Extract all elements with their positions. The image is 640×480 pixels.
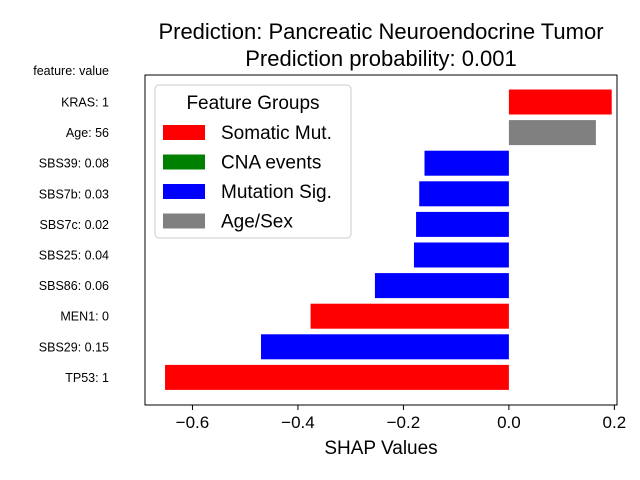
legend: Feature Groups Somatic Mut. CNA events Mut…: [154, 84, 352, 239]
y-tick-label-tp53-1: TP53: 1: [65, 371, 109, 385]
bar-kras-1: [508, 89, 612, 115]
y-tick-label-men1-0: MEN1: 0: [60, 310, 109, 324]
x-axis-label: SHAP Values: [324, 438, 437, 459]
legend-swatch-age-sex: [163, 213, 205, 229]
legend-label-age-sex: Age/Sex: [221, 212, 293, 233]
y-tick-label-age-56: Age: 56: [66, 126, 109, 140]
y-tick-label-sbs86-0-06: SBS86: 0.06: [39, 279, 109, 293]
y-tick-label-sbs25-0-04: SBS25: 0.04: [39, 249, 109, 263]
bar-sbs7c-0-02: [416, 211, 509, 237]
legend-swatch-mutation-sig: [163, 184, 205, 199]
y-tick-label-sbs39-0-08: SBS39: 0.08: [39, 157, 109, 171]
legend-box: [154, 84, 352, 239]
bar-men1-0: [310, 303, 509, 329]
x-tick-label: −0.4: [281, 413, 315, 432]
legend-label-mutation-sig: Mutation Sig.: [221, 182, 332, 203]
y-tick-label-sbs7b-0-03: SBS7b: 0.03: [39, 187, 109, 201]
bar-sbs25-0-04: [413, 242, 509, 268]
x-ticks: −0.6 −0.4 −0.2 0.0 0.2: [176, 405, 627, 432]
x-tick-label: −0.2: [387, 413, 421, 432]
bar-sbs86-0-06: [374, 273, 509, 299]
bars-group: [165, 89, 612, 390]
bar-sbs29-0-15: [261, 334, 509, 360]
y-axis-header: feature: value: [33, 64, 109, 78]
y-tick-labels: KRAS: 1 Age: 56 SBS39: 0.08 SBS7b: 0.03 SBS7…: [39, 96, 109, 385]
y-tick-label-kras-1: KRAS: 1: [61, 96, 109, 110]
bar-sbs39-0-08: [424, 150, 509, 176]
chart-subtitle: Prediction probability: 0.001: [245, 46, 517, 71]
bar-sbs7b-0-03: [419, 181, 509, 207]
legend-title: Feature Groups: [186, 93, 319, 114]
x-tick-label: 0.2: [603, 413, 627, 432]
bar-tp53-1: [165, 364, 509, 390]
chart-title: Prediction: Pancreatic Neuroendocrine Tu…: [158, 19, 603, 44]
y-tick-label-sbs7c-0-02: SBS7c: 0.02: [40, 218, 110, 232]
plot-frame: [144, 74, 618, 406]
y-tick-label-sbs29-0-15: SBS29: 0.15: [39, 340, 109, 354]
legend-swatch-somatic-mut: [163, 125, 205, 140]
legend-label-somatic-mut: Somatic Mut.: [221, 123, 332, 144]
x-tick-label: 0.0: [497, 413, 521, 432]
bar-age-56: [508, 120, 596, 146]
x-tick-label: −0.6: [176, 413, 210, 432]
legend-label-cna-events: CNA events: [221, 153, 321, 174]
legend-swatch-cna-events: [163, 154, 205, 170]
